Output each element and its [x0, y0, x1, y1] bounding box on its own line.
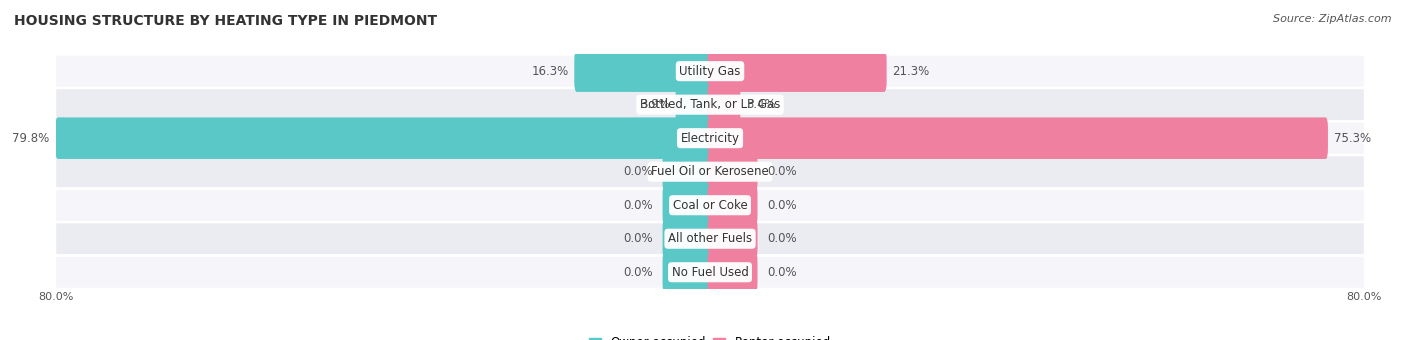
- Legend: Owner-occupied, Renter-occupied: Owner-occupied, Renter-occupied: [589, 336, 831, 340]
- Text: Coal or Coke: Coal or Coke: [672, 199, 748, 212]
- FancyBboxPatch shape: [662, 218, 713, 259]
- Text: 0.0%: 0.0%: [768, 199, 797, 212]
- Text: Utility Gas: Utility Gas: [679, 65, 741, 78]
- Text: 0.0%: 0.0%: [768, 165, 797, 178]
- Text: Electricity: Electricity: [681, 132, 740, 145]
- Text: Bottled, Tank, or LP Gas: Bottled, Tank, or LP Gas: [640, 98, 780, 111]
- Text: No Fuel Used: No Fuel Used: [672, 266, 748, 279]
- FancyBboxPatch shape: [707, 50, 887, 92]
- Text: 0.0%: 0.0%: [768, 266, 797, 279]
- Text: 0.0%: 0.0%: [623, 266, 652, 279]
- FancyBboxPatch shape: [707, 151, 758, 192]
- Text: 79.8%: 79.8%: [13, 132, 49, 145]
- FancyBboxPatch shape: [56, 89, 1364, 120]
- FancyBboxPatch shape: [662, 151, 713, 192]
- FancyBboxPatch shape: [574, 50, 713, 92]
- FancyBboxPatch shape: [56, 123, 1364, 154]
- FancyBboxPatch shape: [707, 218, 758, 259]
- Text: 75.3%: 75.3%: [1333, 132, 1371, 145]
- Text: 3.9%: 3.9%: [640, 98, 671, 111]
- FancyBboxPatch shape: [707, 84, 741, 125]
- FancyBboxPatch shape: [55, 117, 713, 159]
- Text: 16.3%: 16.3%: [531, 65, 568, 78]
- FancyBboxPatch shape: [676, 84, 713, 125]
- Text: 21.3%: 21.3%: [893, 65, 929, 78]
- FancyBboxPatch shape: [56, 257, 1364, 288]
- FancyBboxPatch shape: [662, 252, 713, 293]
- FancyBboxPatch shape: [707, 252, 758, 293]
- FancyBboxPatch shape: [707, 184, 758, 226]
- FancyBboxPatch shape: [56, 56, 1364, 87]
- Text: All other Fuels: All other Fuels: [668, 232, 752, 245]
- FancyBboxPatch shape: [662, 184, 713, 226]
- FancyBboxPatch shape: [56, 156, 1364, 187]
- Text: Fuel Oil or Kerosene: Fuel Oil or Kerosene: [651, 165, 769, 178]
- Text: 0.0%: 0.0%: [623, 199, 652, 212]
- Text: 0.0%: 0.0%: [768, 232, 797, 245]
- FancyBboxPatch shape: [56, 190, 1364, 221]
- FancyBboxPatch shape: [56, 223, 1364, 254]
- Text: 0.0%: 0.0%: [623, 232, 652, 245]
- Text: HOUSING STRUCTURE BY HEATING TYPE IN PIEDMONT: HOUSING STRUCTURE BY HEATING TYPE IN PIE…: [14, 14, 437, 28]
- FancyBboxPatch shape: [707, 117, 1327, 159]
- Text: Source: ZipAtlas.com: Source: ZipAtlas.com: [1274, 14, 1392, 23]
- Text: 3.4%: 3.4%: [747, 98, 776, 111]
- Text: 0.0%: 0.0%: [623, 165, 652, 178]
